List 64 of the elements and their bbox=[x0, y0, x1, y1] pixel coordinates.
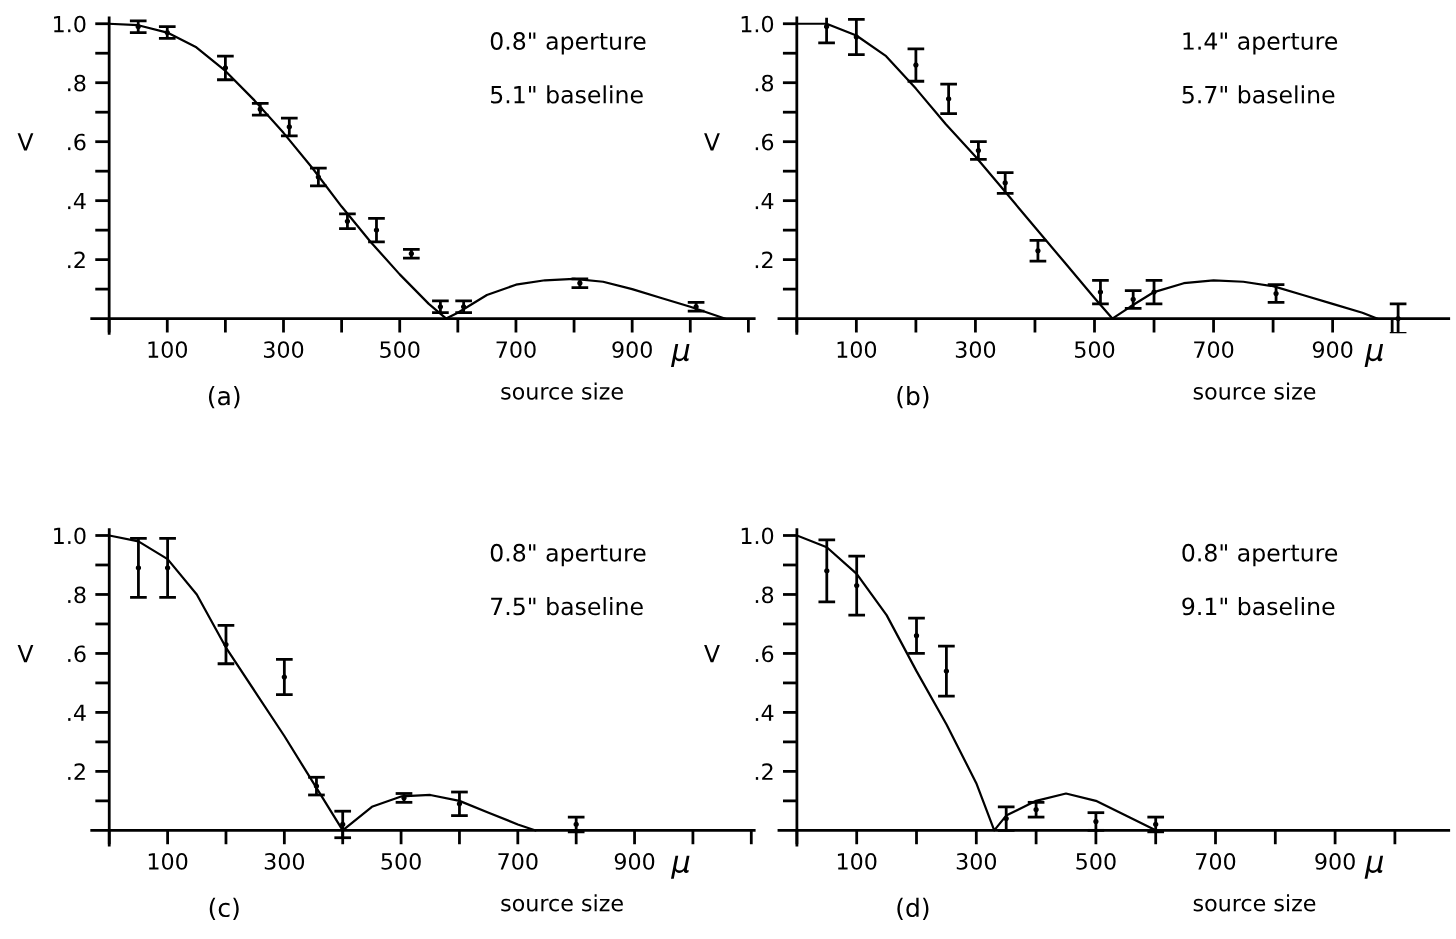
text: μ bbox=[671, 344, 690, 368]
y-axis-title: V bbox=[17, 133, 34, 151]
annotation: 0.8" aperture bbox=[490, 32, 646, 55]
x-tick-label: 300 bbox=[956, 852, 997, 870]
x-tick-label: 500 bbox=[1075, 341, 1115, 359]
text: μ bbox=[1364, 344, 1384, 368]
y-axis-title: V bbox=[704, 645, 720, 663]
annotation: 0.8" aperture bbox=[490, 543, 646, 567]
y-tick-label: .4 bbox=[68, 192, 86, 210]
x-tick-label: 900 bbox=[1312, 341, 1353, 359]
x-tick-label: 300 bbox=[263, 341, 304, 359]
text: (b) bbox=[897, 386, 929, 409]
annotation: 7.5" baseline bbox=[491, 597, 643, 616]
text: μ bbox=[671, 855, 690, 879]
y-tick-label: .2 bbox=[68, 763, 85, 780]
y-tick-label: .8 bbox=[68, 586, 86, 604]
y-tick-label: .6 bbox=[755, 645, 774, 663]
x-tick-label: 700 bbox=[496, 341, 536, 359]
y-tick-label: .4 bbox=[68, 704, 86, 721]
x-axis-title: source size bbox=[1193, 894, 1316, 912]
annotation: 1.4" aperture bbox=[1183, 32, 1338, 55]
x-tick-label: 100 bbox=[148, 852, 188, 870]
y-tick-label: 1.0 bbox=[54, 15, 86, 33]
text: (a) bbox=[208, 386, 240, 409]
y-tick-label: .4 bbox=[755, 192, 774, 210]
y-tick-label: .4 bbox=[755, 704, 774, 721]
x-tick-label: 100 bbox=[837, 341, 877, 359]
y-tick-label: .8 bbox=[68, 74, 86, 92]
text: (d) bbox=[897, 897, 929, 921]
x-axis-title: source size bbox=[501, 894, 623, 912]
x-tick-label: 900 bbox=[612, 341, 652, 359]
y-tick-label: .2 bbox=[68, 251, 85, 269]
x-tick-label: 500 bbox=[380, 341, 420, 359]
x-tick-label: 900 bbox=[1315, 852, 1355, 870]
y-tick-label: 1.0 bbox=[741, 527, 774, 545]
annotation: 5.7" baseline bbox=[1182, 85, 1335, 104]
x-axis-title: source size bbox=[501, 382, 623, 400]
y-tick-label: .6 bbox=[68, 133, 86, 151]
text: (c) bbox=[209, 897, 239, 921]
y-tick-label: .6 bbox=[755, 133, 774, 151]
y-tick-label: .6 bbox=[68, 645, 86, 663]
text: μ bbox=[1364, 855, 1384, 879]
x-tick-label: 500 bbox=[1076, 852, 1116, 870]
x-tick-label: 900 bbox=[614, 852, 655, 870]
x-axis-title: source size bbox=[1193, 382, 1316, 400]
annotation: 5.1" baseline bbox=[491, 85, 643, 104]
y-tick-label: .2 bbox=[755, 763, 773, 780]
y-axis-title: V bbox=[17, 645, 34, 663]
x-tick-label: 100 bbox=[148, 341, 188, 359]
y-axis-title: V bbox=[704, 133, 720, 151]
y-tick-label: .8 bbox=[755, 586, 774, 604]
x-tick-label: 700 bbox=[1194, 341, 1234, 359]
y-tick-label: 1.0 bbox=[54, 527, 86, 545]
annotation: 9.1" baseline bbox=[1182, 597, 1335, 616]
y-tick-label: .2 bbox=[755, 251, 773, 269]
x-tick-label: 100 bbox=[837, 852, 877, 870]
x-tick-label: 500 bbox=[381, 852, 421, 870]
x-tick-label: 700 bbox=[498, 852, 538, 870]
annotation: 0.8" aperture bbox=[1182, 543, 1338, 567]
x-tick-label: 300 bbox=[264, 852, 305, 870]
x-tick-label: 300 bbox=[955, 341, 996, 359]
x-tick-label: 700 bbox=[1196, 852, 1236, 870]
y-tick-label: .8 bbox=[755, 74, 774, 92]
y-tick-label: 1.0 bbox=[741, 15, 774, 33]
